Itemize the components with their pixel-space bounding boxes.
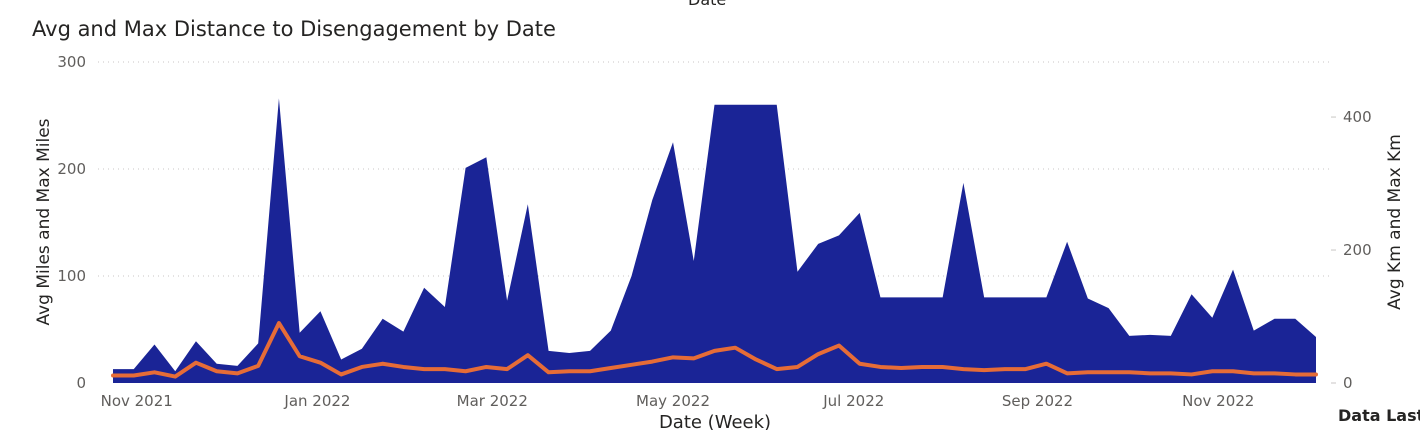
- top-axis-label: Date: [688, 0, 726, 9]
- y-axis-title-right: Avg Km and Max Km: [1385, 134, 1405, 310]
- y-tick-label: 0: [76, 374, 86, 392]
- right-y-ticks: 0 200 400: [1331, 108, 1372, 392]
- x-tick-label: Jan 2022: [283, 392, 350, 410]
- x-tick-label: May 2022: [636, 392, 710, 410]
- max-miles-area[interactable]: [113, 98, 1316, 383]
- y2-tick-label: 400: [1343, 108, 1372, 126]
- data-last-label: Data Last: [1338, 406, 1420, 425]
- x-tick-label: Nov 2022: [1182, 392, 1254, 410]
- left-y-ticks: 0 100 200 300: [57, 53, 86, 392]
- x-tick-label: Sep 2022: [1002, 392, 1073, 410]
- chart-title: Avg and Max Distance to Disengagement by…: [32, 17, 556, 41]
- x-tick-label: Nov 2021: [101, 392, 173, 410]
- y-tick-label: 300: [57, 53, 86, 71]
- x-tick-label: Jul 2022: [822, 392, 884, 410]
- y-axis-title-left: Avg Miles and Max Miles: [34, 118, 54, 325]
- y-tick-label: 100: [57, 267, 86, 285]
- x-tick-label: Mar 2022: [457, 392, 528, 410]
- y2-tick-label: 0: [1343, 374, 1353, 392]
- y-tick-label: 200: [57, 160, 86, 178]
- y2-tick-label: 200: [1343, 241, 1372, 259]
- x-axis-title: Date (Week): [659, 412, 771, 430]
- x-ticks: Nov 2021 Jan 2022 Mar 2022 May 2022 Jul 2022…: [101, 392, 1255, 410]
- avg-miles-line[interactable]: [111, 321, 1318, 379]
